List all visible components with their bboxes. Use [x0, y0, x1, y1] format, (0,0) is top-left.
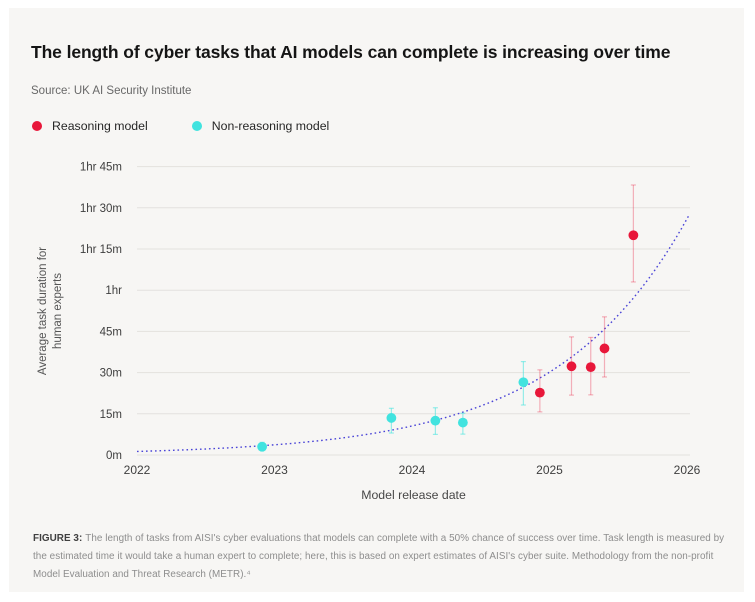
page-title: The length of cyber tasks that AI models…: [31, 41, 671, 62]
y-tick-label: 45m: [100, 326, 122, 338]
x-tick-label: 2024: [399, 463, 426, 477]
figure-caption-text: The length of tasks from AISI's cyber ev…: [33, 532, 725, 580]
data-point: [534, 387, 545, 398]
x-tick-label: 2023: [261, 463, 288, 477]
legend-item-non-reasoning: Non-reasoning model: [191, 119, 330, 133]
x-tick-label: 2022: [124, 463, 151, 477]
y-tick-label: 1hr 45m: [80, 162, 122, 174]
data-point: [628, 230, 639, 241]
x-tick-label: 2026: [674, 463, 701, 477]
y-tick-label: 0m: [106, 450, 122, 462]
x-axis-title: Model release date: [361, 488, 466, 502]
chart-svg: 0m 15m 30m 45m 1hr 1hr 15m 1hr 30m 1hr 45m 2022 2…: [37, 162, 701, 502]
data-point: [430, 415, 441, 426]
legend-label-reasoning: Reasoning model: [52, 119, 148, 133]
y-tick-label: 15m: [100, 409, 122, 421]
data-point: [585, 362, 596, 373]
y-tick-label: 1hr 30m: [80, 203, 122, 215]
legend: Reasoning model Non-reasoning model: [32, 119, 329, 133]
data-point: [257, 441, 268, 452]
reasoning-model-dot-icon: [32, 121, 42, 131]
data-point: [386, 413, 397, 423]
figure-caption: FIGURE 3: The length of tasks from AISI's…: [33, 530, 727, 584]
y-axis-title: Average task duration for human experts: [37, 247, 64, 375]
y-tick-label: 1hr 15m: [80, 244, 122, 256]
figure-background: [9, 8, 744, 592]
y-tick-label: 30m: [100, 368, 122, 380]
legend-label-non-reasoning: Non-reasoning model: [211, 119, 330, 133]
data-point: [599, 343, 610, 354]
y-tick-label: 1hr: [105, 285, 122, 297]
data-point: [518, 377, 529, 388]
source-line: Source: UK AI Security Institute: [31, 85, 192, 97]
data-point: [457, 417, 468, 428]
x-tick-label: 2025: [536, 463, 563, 477]
data-point: [566, 361, 577, 372]
figure-caption-label: FIGURE 3:: [33, 532, 83, 544]
legend-item-reasoning: Reasoning model: [32, 119, 148, 133]
non-reasoning-model-dot-icon: [191, 121, 202, 131]
